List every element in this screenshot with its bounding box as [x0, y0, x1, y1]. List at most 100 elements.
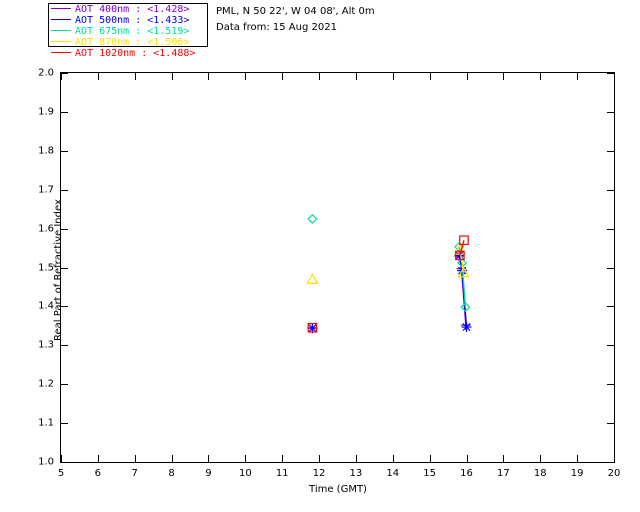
data-series-layer: [306, 213, 472, 334]
x-tick-top: [466, 73, 468, 80]
x-tick-top: [392, 73, 394, 80]
x-tick-label: 9: [205, 468, 212, 479]
y-tick: [61, 150, 68, 152]
y-tick-right: [607, 462, 614, 463]
x-tick-label: 16: [460, 468, 473, 479]
x-tick: [319, 455, 321, 462]
series-aot-500nm: [307, 250, 472, 334]
x-tick: [355, 455, 357, 462]
y-tick-right: [607, 189, 614, 191]
x-tick: [282, 455, 284, 462]
plot-area: [61, 73, 615, 463]
x-tick: [429, 455, 431, 462]
y-tick: [61, 111, 68, 113]
y-tick: [61, 462, 68, 463]
x-tick: [614, 455, 615, 462]
x-tick-top: [245, 73, 247, 80]
y-tick: [61, 345, 68, 347]
y-tick-right: [607, 73, 614, 74]
x-tick-top: [429, 73, 431, 80]
y-tick-label: 1.1: [38, 417, 54, 429]
x-tick: [245, 455, 247, 462]
x-tick-top: [61, 73, 62, 80]
series-aot-400nm: [307, 251, 471, 333]
x-tick-top: [355, 73, 357, 80]
legend-item-400nm[interactable]: AOT 400nm : <1.428>: [51, 4, 189, 15]
x-tick: [208, 455, 210, 462]
y-tick-label: 1.4: [38, 300, 54, 312]
data-date: Data from: 15 Aug 2021: [216, 22, 337, 33]
y-tick: [61, 306, 68, 308]
x-tick-label: 17: [497, 468, 510, 479]
x-tick-label: 12: [312, 468, 326, 479]
x-tick-label: 14: [386, 468, 400, 479]
y-tick-label: 1.0: [38, 456, 54, 468]
legend-item-label: AOT 1020nm : <1.488>: [75, 48, 196, 59]
x-tick: [540, 455, 542, 462]
legend-item-1020nm[interactable]: AOT 1020nm : <1.488>: [51, 48, 195, 59]
y-tick-right: [607, 228, 614, 230]
data-point-diamond: [460, 302, 471, 313]
x-tick: [466, 455, 468, 462]
x-tick-label: 13: [349, 468, 363, 479]
x-tick-top: [282, 73, 284, 80]
legend-item-870nm[interactable]: AOT 870nm : <1.506>: [51, 37, 189, 48]
series-aot-675nm: [307, 213, 471, 313]
y-tick-right: [607, 345, 614, 347]
legend-item-label: AOT 870nm : <1.506>: [75, 37, 190, 48]
legend-item-label: AOT 400nm : <1.428>: [75, 4, 190, 15]
legend-line-swatch: [51, 41, 71, 42]
data-point-triangle: [457, 266, 470, 278]
legend-item-675nm[interactable]: AOT 675nm : <1.519>: [51, 26, 189, 37]
series-line: [459, 240, 465, 256]
y-tick: [61, 267, 68, 269]
x-tick-label: 8: [168, 468, 175, 479]
x-tick-label: 5: [57, 468, 65, 479]
x-tick-top: [503, 73, 505, 80]
x-tick-top: [171, 73, 173, 80]
y-tick-label: 1.9: [38, 106, 54, 118]
x-tick-label: 7: [131, 468, 138, 479]
x-tick: [392, 455, 394, 462]
legend-box: [48, 3, 208, 47]
y-tick-right: [607, 111, 614, 113]
y-tick-right: [607, 306, 614, 308]
site-title: PML, N 50 22', W 04 08', Alt 0m: [216, 6, 375, 17]
x-tick-top: [208, 73, 210, 80]
x-axis-title: Time (GMT): [309, 484, 367, 495]
y-tick-label: 1.6: [38, 223, 54, 235]
legend-item-label: AOT 500nm : <1.433>: [75, 15, 190, 26]
x-tick-label: 18: [533, 468, 547, 479]
y-axis-title: Real Part of Refractive Index: [53, 199, 64, 341]
legend-line-swatch: [51, 8, 71, 9]
plot-frame: Real Part of Refractive Index: [53, 72, 615, 463]
data-point-square: [455, 250, 465, 261]
data-point-asterisk: [461, 322, 472, 333]
x-tick-top: [577, 73, 579, 80]
y-tick-right: [607, 267, 614, 269]
legend-line-swatch: [51, 30, 71, 31]
x-tick-top: [97, 73, 99, 80]
y-tick-label: 1.8: [38, 145, 54, 157]
y-tick-label: 1.2: [38, 378, 54, 390]
y-tick-right: [607, 150, 614, 152]
series-aot-1020nm: [307, 235, 469, 333]
y-tick: [61, 228, 68, 230]
legend-item-500nm[interactable]: AOT 500nm : <1.433>: [51, 15, 189, 26]
y-tick: [61, 423, 68, 425]
legend-line-swatch: [51, 52, 71, 53]
x-tick-label: 11: [275, 468, 289, 479]
x-tick-label: 20: [607, 468, 621, 479]
x-tick: [61, 455, 62, 462]
series-aot-870nm: [306, 244, 470, 284]
x-tick-top: [319, 73, 321, 80]
data-point-square: [459, 235, 469, 246]
x-tick: [97, 455, 99, 462]
y-tick: [61, 189, 68, 191]
x-tick: [134, 455, 136, 462]
legend-line-swatch: [51, 19, 71, 20]
y-tick-right: [607, 384, 614, 386]
y-tick-right: [607, 423, 614, 425]
x-tick-label: 10: [238, 468, 252, 479]
y-tick: [61, 73, 68, 74]
